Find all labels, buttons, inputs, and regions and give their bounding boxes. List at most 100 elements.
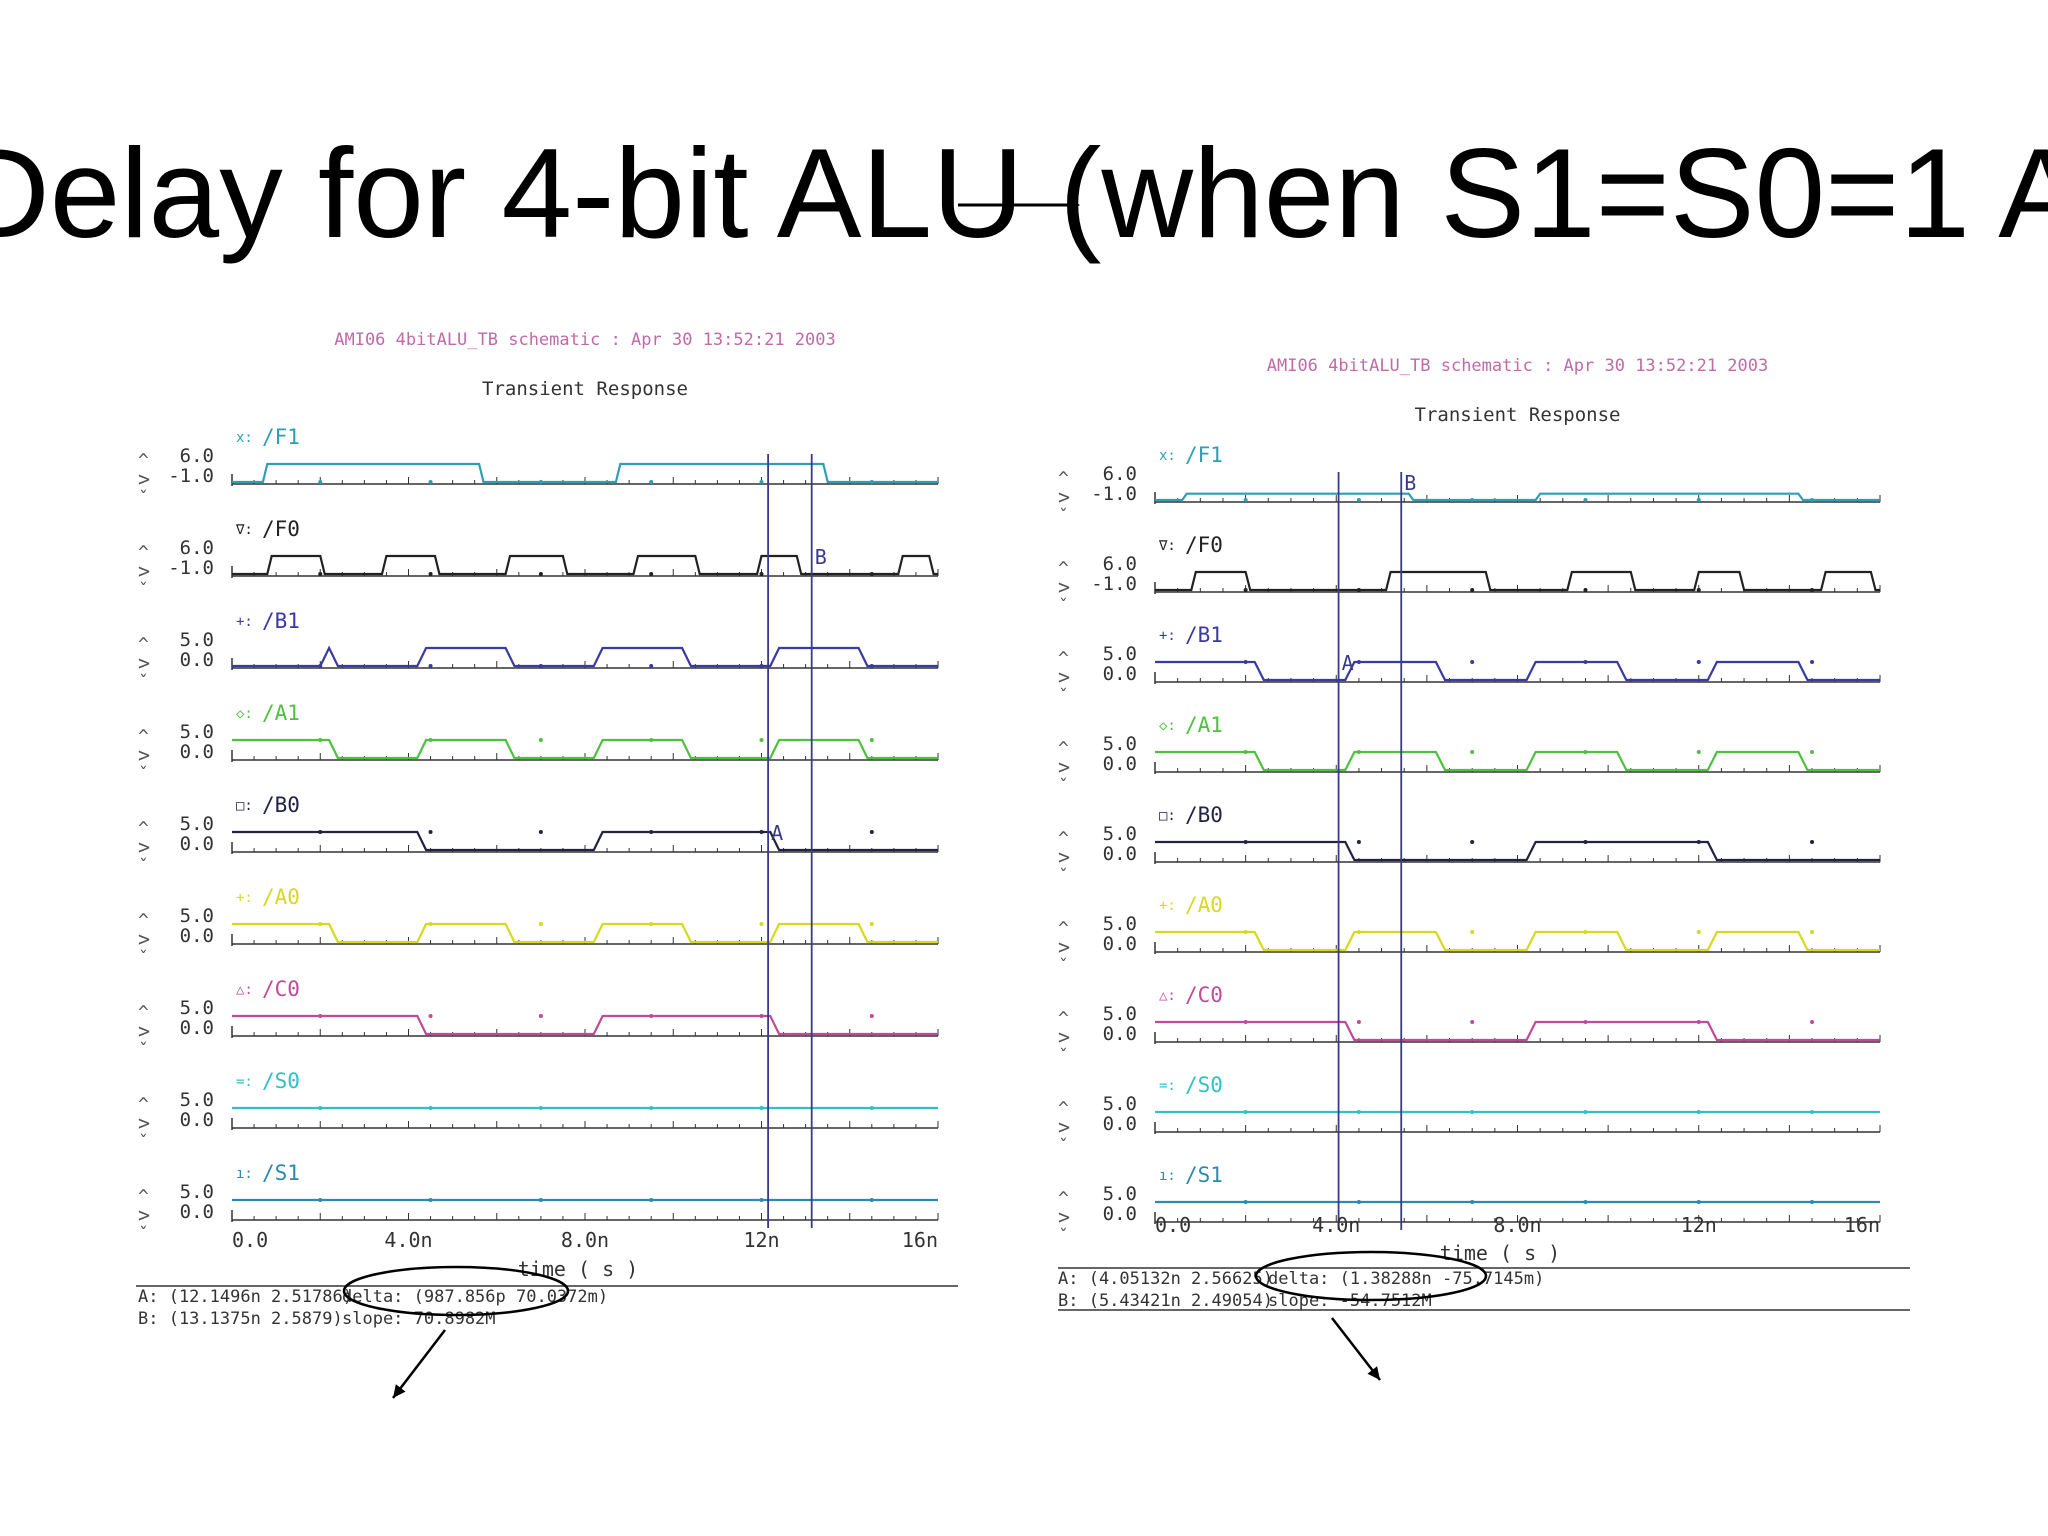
row-bracket-mid: > bbox=[138, 927, 150, 951]
trace-marker bbox=[1696, 660, 1701, 664]
trace-marker bbox=[1470, 1020, 1475, 1024]
signal-name: /A1 bbox=[262, 701, 300, 725]
title-strike-arrow bbox=[958, 198, 1080, 212]
row-bracket-down: ˇ bbox=[138, 488, 149, 509]
row-bracket-up: ^ bbox=[1058, 558, 1069, 579]
y-bottom-label: 0.0 bbox=[1103, 753, 1137, 775]
trace-marker bbox=[1583, 588, 1588, 592]
trace-marker bbox=[1810, 840, 1815, 844]
trace-marker bbox=[1583, 498, 1588, 502]
row-bracket-mid: > bbox=[138, 1111, 150, 1135]
trace-marker bbox=[428, 664, 433, 668]
trace-marker bbox=[1356, 660, 1361, 664]
x-tick-label: 16n bbox=[902, 1228, 938, 1252]
row-bracket-down: ˇ bbox=[138, 948, 149, 969]
trace-marker bbox=[649, 1106, 654, 1110]
x-tick-label: 8.0n bbox=[561, 1228, 609, 1252]
readout-delta: delta: (1.38288n -75.7145m) bbox=[1268, 1269, 1544, 1289]
row-bracket-down: ˇ bbox=[138, 580, 149, 601]
signal-row-c0: ^>ˇ 5.00.0 △: /C0 bbox=[138, 977, 939, 1061]
trace-marker bbox=[869, 480, 874, 484]
signal-name: /B0 bbox=[262, 793, 300, 817]
trace-marker bbox=[1470, 588, 1475, 592]
y-bottom-label: 0.0 bbox=[180, 741, 214, 763]
waveform-trace bbox=[232, 738, 938, 760]
signal-name: /S1 bbox=[262, 1161, 300, 1185]
cursor-label-b: B bbox=[1404, 471, 1416, 495]
signal-row-b0: ^>ˇ 5.00.0 □: /B0 bbox=[1058, 803, 1881, 887]
waveform-trace bbox=[232, 462, 938, 484]
signal-row-a1: ^>ˇ 5.00.0 ◇: /A1 bbox=[1058, 713, 1881, 797]
readout-delta: delta: (987.856p 70.0372m) bbox=[342, 1287, 608, 1307]
trace-marker bbox=[428, 738, 433, 742]
row-bracket-up: ^ bbox=[138, 1186, 149, 1207]
row-bracket-up: ^ bbox=[138, 910, 149, 931]
row-bracket-up: ^ bbox=[138, 542, 149, 563]
y-top-label: 6.0 bbox=[1103, 463, 1137, 485]
signal-name: /F0 bbox=[262, 517, 300, 541]
trace-marker bbox=[428, 830, 433, 834]
y-top-label: 5.0 bbox=[180, 813, 214, 835]
trace-marker bbox=[1810, 930, 1815, 934]
trace-marker bbox=[318, 922, 323, 926]
delta-arrow bbox=[1331, 1317, 1381, 1381]
signal-row-s1: ^>ˇ 5.00.0 ı: /S1 bbox=[138, 1161, 939, 1245]
signal-name: /A1 bbox=[1185, 713, 1223, 737]
signal-name: /S1 bbox=[1185, 1163, 1223, 1187]
trace-marker bbox=[869, 738, 874, 742]
row-bracket-down: ˇ bbox=[1058, 506, 1069, 527]
trace-marker bbox=[318, 1106, 323, 1110]
plot-header: AMI06 4bitALU_TB schematic : Apr 30 13:5… bbox=[1267, 356, 1769, 376]
trace-marker bbox=[1810, 588, 1815, 592]
trace-marker bbox=[1356, 930, 1361, 934]
slide-title: Delay for 4-bit ALU (when S1=S0=1 A bbox=[0, 122, 2048, 264]
signal-name: /B0 bbox=[1185, 803, 1223, 827]
row-bracket-up: ^ bbox=[1058, 1188, 1069, 1209]
trace-marker bbox=[428, 480, 433, 484]
trace-marker bbox=[869, 664, 874, 668]
y-top-label: 6.0 bbox=[180, 537, 214, 559]
signal-row-f0: ^>ˇ 6.0-1.0 ∇: /F0 bbox=[1058, 533, 1881, 617]
row-bracket-up: ^ bbox=[1058, 1008, 1069, 1029]
trace-marker bbox=[1810, 750, 1815, 754]
trace-marker bbox=[1696, 930, 1701, 934]
readout-cursor-b: B: (13.1375n 2.5879) bbox=[138, 1309, 343, 1329]
trace-marker bbox=[318, 572, 323, 576]
y-bottom-label: -1.0 bbox=[168, 465, 214, 487]
trace-marker bbox=[759, 922, 764, 926]
trace-marker bbox=[1470, 1110, 1475, 1114]
trace-marker bbox=[759, 1106, 764, 1110]
trace-marker bbox=[428, 1106, 433, 1110]
readout-cursor-a: A: (12.1496n 2.51786) bbox=[138, 1287, 353, 1307]
waveform-trace bbox=[232, 922, 938, 944]
trace-marker bbox=[1243, 1110, 1248, 1114]
waveform-trace bbox=[1155, 570, 1880, 592]
y-top-label: 5.0 bbox=[180, 1089, 214, 1111]
row-bracket-up: ^ bbox=[138, 450, 149, 471]
y-bottom-label: 0.0 bbox=[180, 1201, 214, 1223]
trace-marker bbox=[869, 1198, 874, 1202]
y-top-label: 5.0 bbox=[180, 905, 214, 927]
row-bracket-mid: > bbox=[138, 835, 150, 859]
waveform-trace bbox=[1155, 930, 1880, 952]
y-top-label: 5.0 bbox=[180, 997, 214, 1019]
trace-marker bbox=[1583, 1110, 1588, 1114]
trace-marker bbox=[538, 922, 543, 926]
trace-marker bbox=[1470, 750, 1475, 754]
y-bottom-label: 0.0 bbox=[180, 1017, 214, 1039]
signal-marker: +: bbox=[1159, 898, 1176, 914]
row-bracket-mid: > bbox=[1058, 1205, 1070, 1229]
trace-marker bbox=[318, 664, 323, 668]
signal-marker: ∇: bbox=[235, 522, 253, 538]
y-top-label: 5.0 bbox=[1103, 823, 1137, 845]
row-bracket-down: ˇ bbox=[1058, 1046, 1069, 1067]
trace-marker bbox=[1583, 1020, 1588, 1024]
trace-marker bbox=[318, 480, 323, 484]
trace-marker bbox=[869, 922, 874, 926]
row-bracket-down: ˇ bbox=[1058, 776, 1069, 797]
trace-marker bbox=[1243, 498, 1248, 502]
trace-marker bbox=[1356, 840, 1361, 844]
trace-marker bbox=[1356, 588, 1361, 592]
signal-marker: +: bbox=[236, 614, 253, 630]
trace-marker bbox=[1696, 1110, 1701, 1114]
